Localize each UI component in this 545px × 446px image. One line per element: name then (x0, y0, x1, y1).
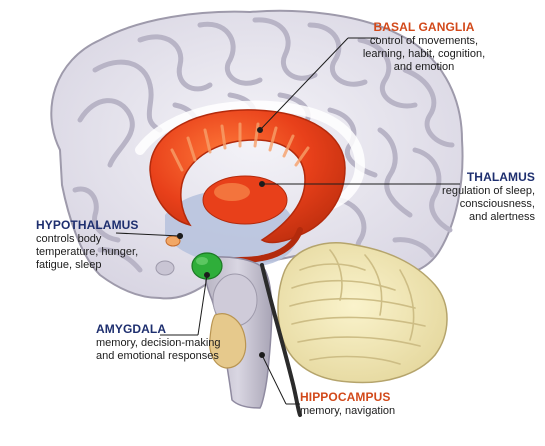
hippocampus-desc-line-1: memory, navigation (300, 405, 396, 417)
amygdala-title: AMYGDALA (96, 322, 167, 336)
basal-ganglia-desc-line-3: and emotion (393, 61, 455, 73)
thalamus-label: THALAMUS regulation of sleep, consciousn… (415, 170, 535, 224)
thalamus-shape (202, 175, 288, 225)
basal-ganglia-striations (170, 122, 310, 172)
hypothalamus-desc-line-2: temperature, hunger, (36, 246, 139, 258)
cerebellum-folia (289, 249, 426, 365)
thalamus-desc-line-1: regulation of sleep, (442, 185, 535, 197)
amygdala-desc-line-1: memory, decision-making (96, 337, 221, 349)
thalamus-title: THALAMUS (466, 170, 535, 184)
leader-lines (115, 37, 460, 405)
basal-ganglia-title: BASAL GANGLIA (373, 20, 475, 34)
hypothalamus-desc-line-3: fatigue, sleep (36, 259, 102, 271)
basal-ganglia-desc-line-2: learning, habit, cognition, (362, 48, 486, 60)
hypothalamus-title: HYPOTHALAMUS (36, 218, 139, 232)
hypothalamus-desc-line-1: controls body (36, 233, 102, 245)
hypothalamus-label: HYPOTHALAMUS controls body temperature, … (36, 218, 156, 272)
basal-ganglia-label: BASAL GANGLIA control of movements, lear… (350, 20, 498, 74)
corpus-callosum (135, 100, 366, 210)
thalamus-desc-line-3: and alertness (468, 211, 535, 223)
spinal-line (260, 263, 302, 417)
hippocampus-title: HIPPOCAMPUS (300, 390, 391, 404)
pituitary-shape (155, 260, 175, 276)
hippocampus-shape (209, 313, 247, 369)
basal-ganglia-desc-line-1: control of movements, (369, 35, 479, 47)
hippocampus-label: HIPPOCAMPUS memory, navigation (300, 390, 430, 418)
amygdala-desc-line-2: and emotional responses (96, 350, 219, 362)
thalamus-desc-line-2: consciousness, (459, 198, 535, 210)
amygdala-label: AMYGDALA memory, decision-making and emo… (96, 322, 236, 363)
